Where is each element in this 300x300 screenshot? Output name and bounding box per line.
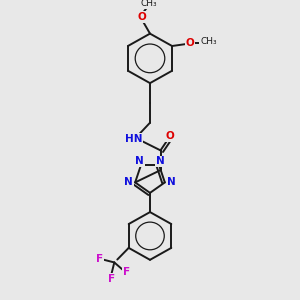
Text: O: O — [186, 38, 194, 47]
Text: HN: HN — [125, 134, 142, 144]
Text: F: F — [123, 267, 130, 277]
Text: N: N — [124, 177, 133, 187]
Text: N: N — [156, 156, 165, 167]
Text: CH₃: CH₃ — [140, 0, 157, 8]
Text: F: F — [108, 274, 115, 284]
Text: N: N — [167, 177, 176, 187]
Text: F: F — [96, 254, 103, 264]
Text: O: O — [137, 12, 146, 22]
Text: N: N — [135, 156, 144, 167]
Text: O: O — [166, 131, 175, 141]
Text: CH₃: CH₃ — [200, 38, 217, 46]
